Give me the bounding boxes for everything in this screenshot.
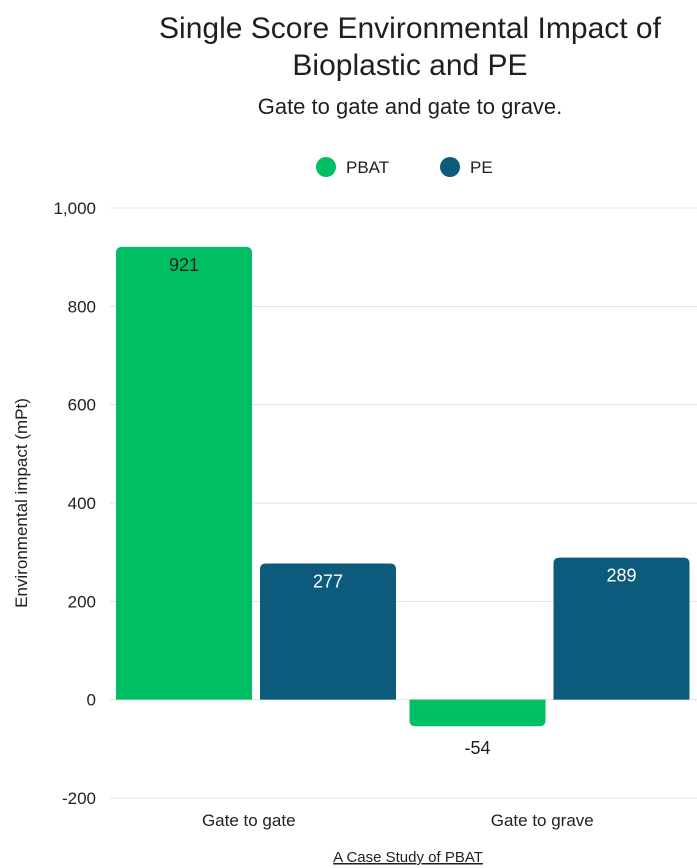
bar-pe-gate-to-gate	[260, 563, 396, 700]
data-labels: 921 277 -54 289	[169, 255, 637, 758]
y-tick-label: 0	[87, 691, 96, 710]
data-label: 289	[606, 566, 636, 586]
y-tick-label: 1,000	[53, 199, 96, 218]
data-label: -54	[464, 738, 490, 758]
legend-marker-pe	[440, 157, 460, 177]
bars	[116, 246, 690, 727]
x-axis-ticks: Gate to gate Gate to grave	[202, 811, 594, 830]
legend-marker-pbat	[316, 157, 336, 177]
y-tick-label: 600	[68, 396, 96, 415]
x-tick-label: Gate to gate	[202, 811, 296, 830]
y-axis-ticks: -200 0 200 400 600 800 1,000	[53, 199, 96, 808]
legend-label-pe: PE	[470, 158, 493, 177]
data-label: 921	[169, 255, 199, 275]
legend-label-pbat: PBAT	[346, 158, 389, 177]
chart-title-line1: Single Score Environmental Impact of	[159, 12, 662, 45]
y-tick-label: 400	[68, 494, 96, 513]
y-tick-label: 200	[68, 592, 96, 611]
bar-pbat-gate-to-gate	[116, 246, 252, 700]
bar-pbat-gate-to-grave	[409, 699, 546, 727]
y-tick-label: 800	[68, 297, 96, 316]
chart-subtitle: Gate to gate and gate to grave.	[258, 94, 563, 119]
y-tick-label: -200	[62, 789, 96, 808]
legend: PBAT PE	[316, 157, 493, 177]
data-label: 277	[313, 571, 343, 591]
bar-pe-gate-to-grave	[553, 557, 690, 700]
chart-title-line2: Bioplastic and PE	[292, 49, 527, 82]
x-tick-label: Gate to grave	[491, 811, 594, 830]
y-axis-title: Environmental impact (mPt)	[12, 398, 31, 608]
x-axis-title: A Case Study of PBAT	[333, 849, 483, 866]
